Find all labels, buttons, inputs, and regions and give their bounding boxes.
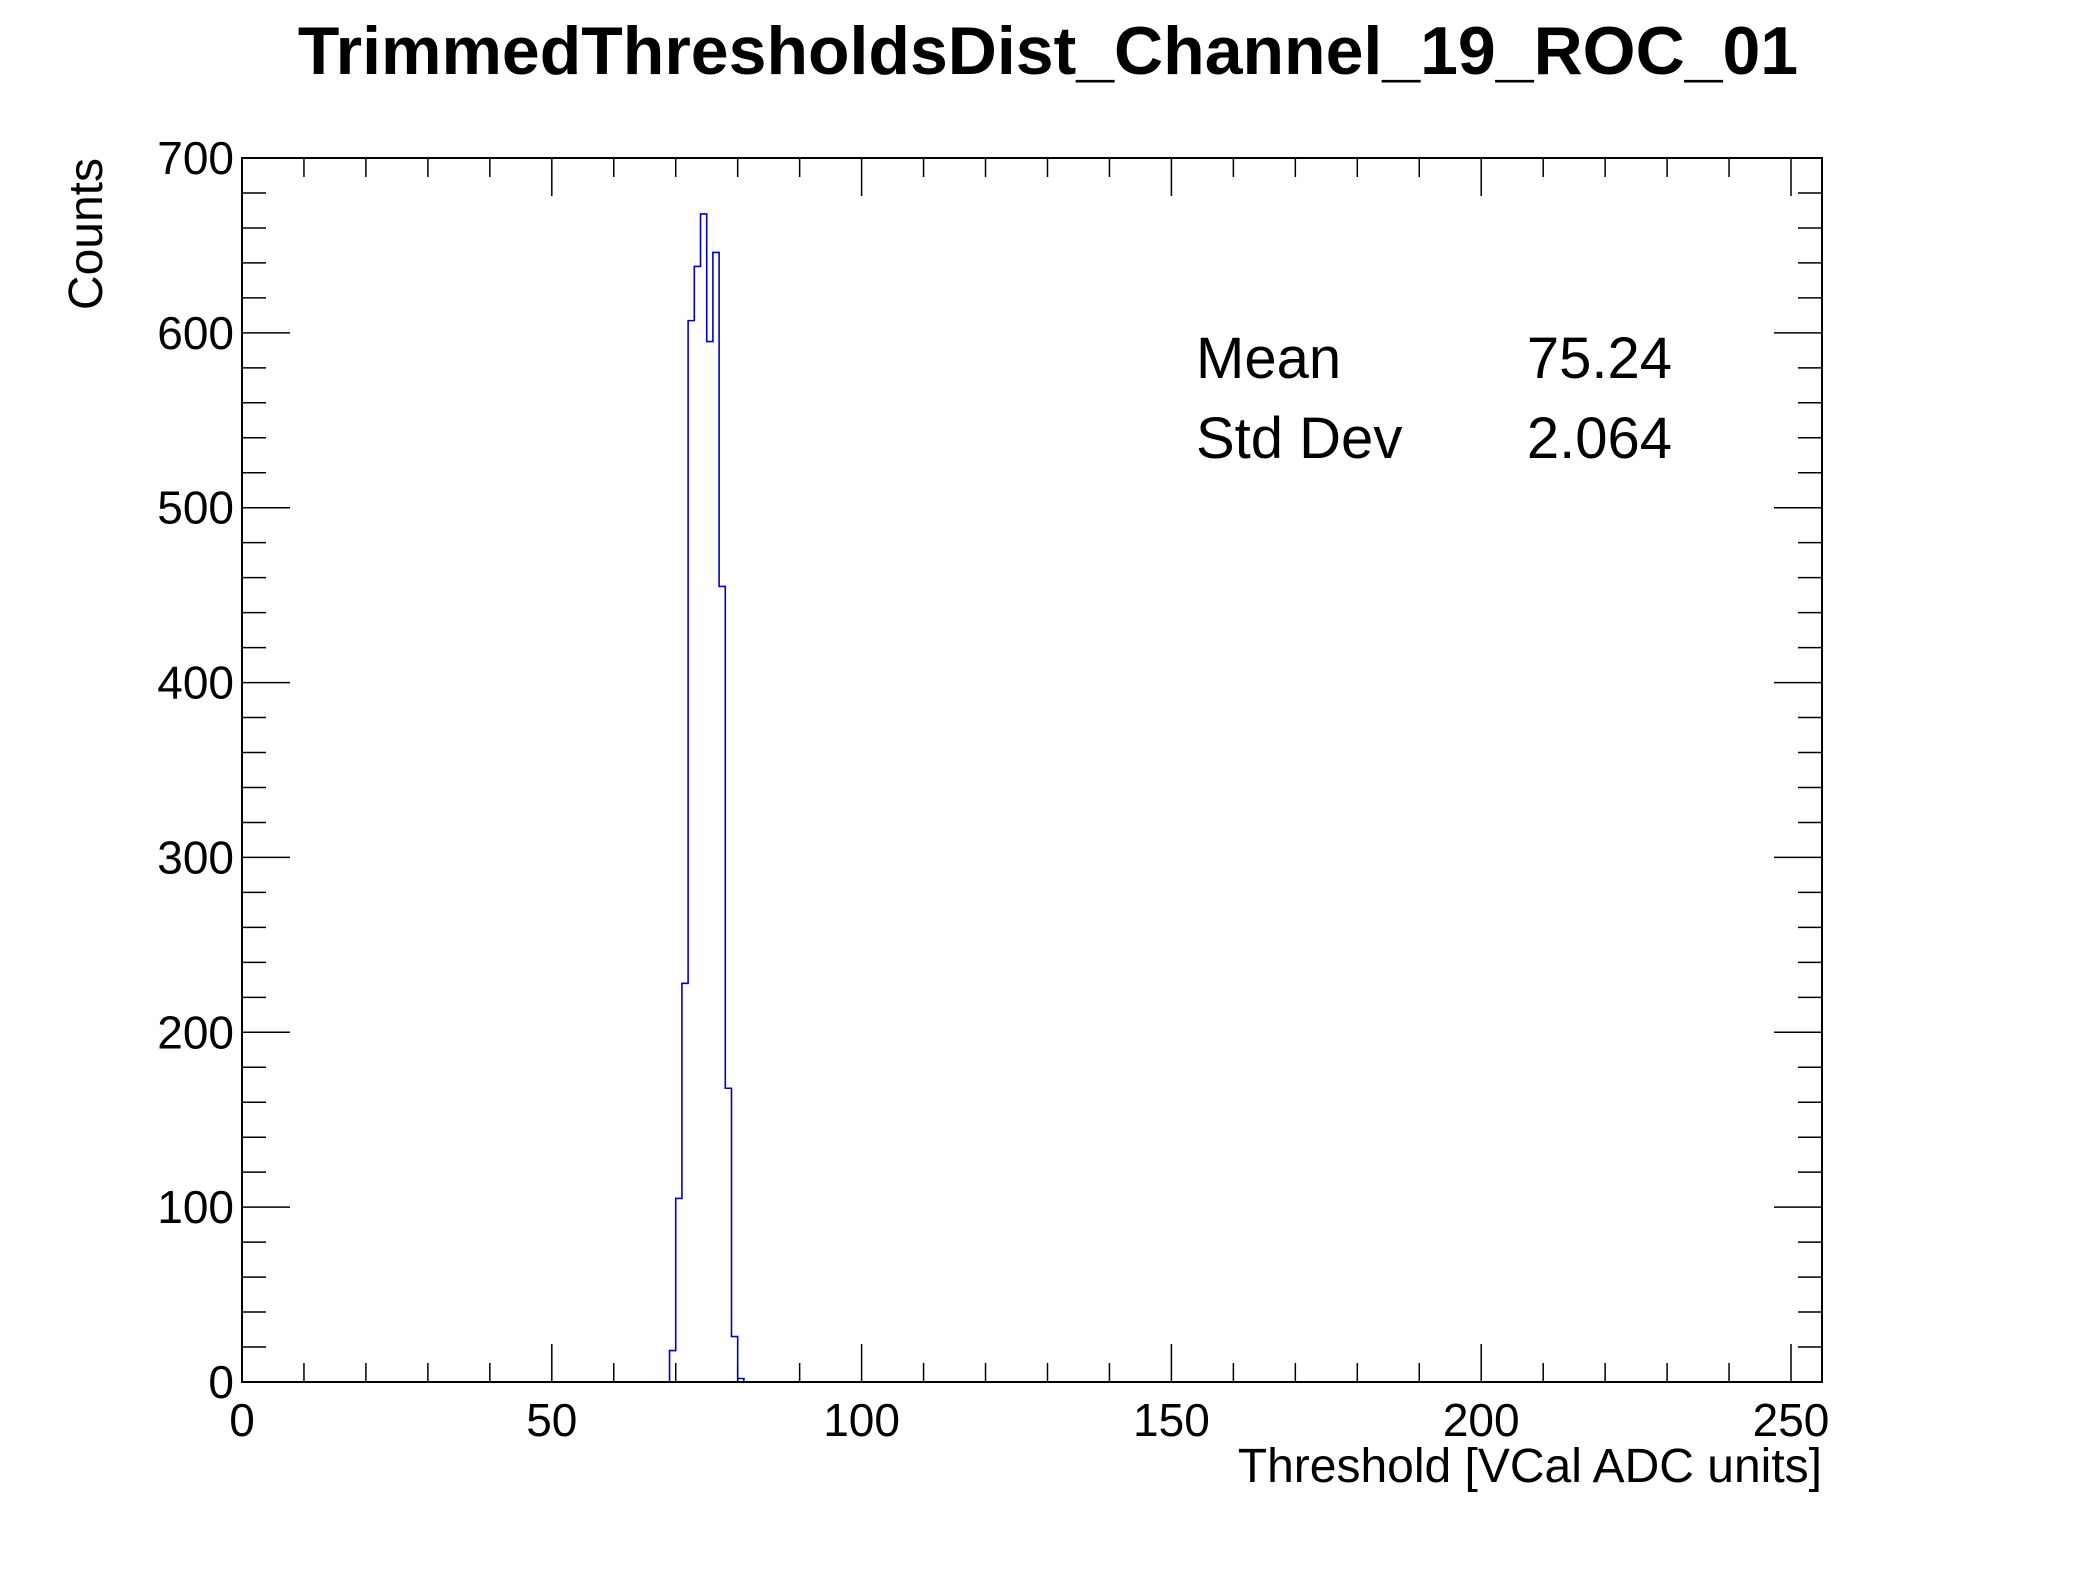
y-tick-label: 100 <box>157 1181 234 1233</box>
y-tick-label: 400 <box>157 657 234 709</box>
histogram-bin <box>682 983 688 1382</box>
histogram-bin <box>701 214 707 1382</box>
y-tick-label: 200 <box>157 1006 234 1058</box>
histogram-bin <box>731 1337 737 1382</box>
y-tick-label: 600 <box>157 307 234 359</box>
x-tick-label: 200 <box>1443 1394 1520 1446</box>
x-tick-label: 250 <box>1753 1394 1830 1446</box>
histogram-bin <box>738 1379 744 1382</box>
stat-label: Mean <box>1196 326 1341 391</box>
x-tick-label: 100 <box>823 1394 900 1446</box>
y-tick-label: 500 <box>157 482 234 534</box>
histogram-bin <box>694 266 700 1382</box>
y-tick-label: 300 <box>157 831 234 883</box>
histogram-bin <box>670 1351 676 1382</box>
y-axis-label: Counts <box>60 158 113 310</box>
histogram-outline <box>668 213 745 1382</box>
histogram-bin <box>719 586 725 1382</box>
chart-title: TrimmedThresholdsDist_Channel_19_ROC_01 <box>298 13 1798 89</box>
y-tick-label: 0 <box>208 1356 234 1408</box>
histogram-bin <box>688 321 694 1382</box>
x-axis-ticks <box>241 158 1792 1382</box>
y-axis-tick-labels: 0 100 200 300 400 500 600 700 <box>157 132 234 1408</box>
x-tick-label: 0 <box>229 1394 255 1446</box>
stats-box: Mean 75.24 Std Dev 2.064 <box>1196 326 1672 471</box>
histogram-series <box>668 213 745 1382</box>
stat-label: Std Dev <box>1196 406 1402 471</box>
histogram-bin <box>707 342 713 1382</box>
y-axis-ticks <box>242 157 1822 1383</box>
histogram-bin <box>725 1088 731 1382</box>
x-tick-label: 50 <box>526 1394 577 1446</box>
histogram-bin <box>676 1198 682 1382</box>
stat-value: 2.064 <box>1527 406 1672 471</box>
y-tick-label: 700 <box>157 132 234 184</box>
plot-frame <box>241 157 1823 1383</box>
x-tick-label: 150 <box>1133 1394 1210 1446</box>
histogram-bin <box>713 252 719 1382</box>
x-axis-label: Threshold [VCal ADC units] <box>1238 1440 1822 1493</box>
x-axis-tick-labels: 0 50 100 150 200 250 <box>229 1394 1829 1446</box>
stat-value: 75.24 <box>1527 326 1672 391</box>
